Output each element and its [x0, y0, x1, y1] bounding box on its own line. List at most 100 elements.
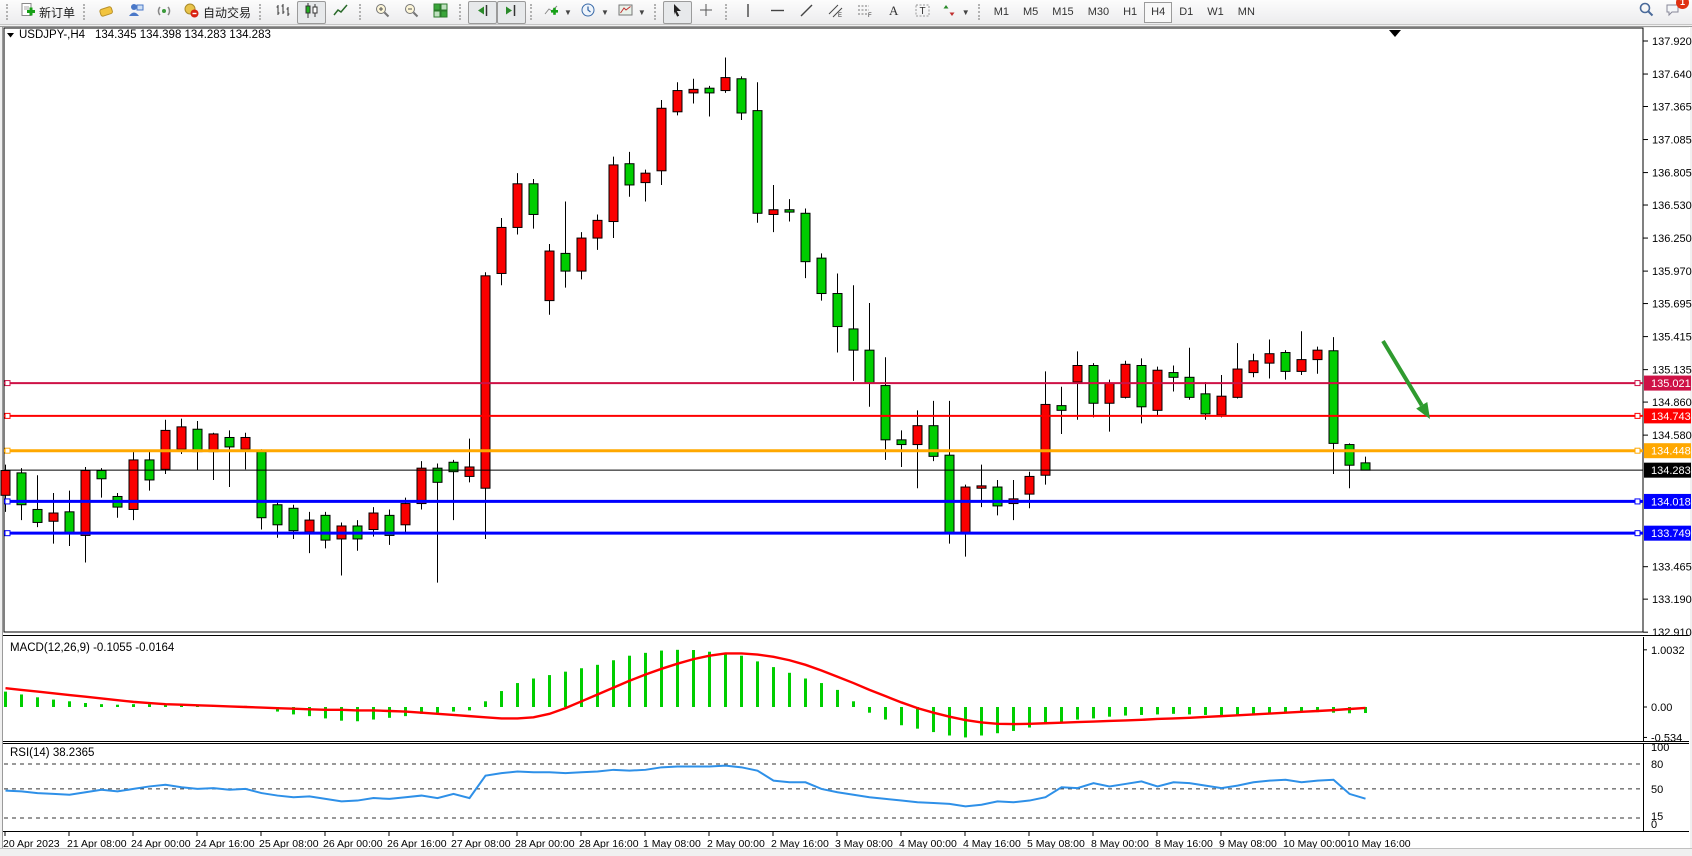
tile-windows-button[interactable]: [426, 1, 455, 24]
price-axis-label: 133.190: [1652, 594, 1692, 606]
macd-histogram-bar: [1268, 707, 1271, 714]
macd-histogram-bar: [436, 707, 439, 713]
line-handle[interactable]: [1634, 380, 1641, 387]
timeframe-m30-button[interactable]: M30: [1087, 6, 1110, 18]
signals-button[interactable]: [150, 1, 179, 24]
templates-button[interactable]: ▼: [613, 1, 650, 24]
chat-button[interactable]: 1: [1665, 0, 1689, 23]
new-order-button[interactable]: 新订单: [15, 1, 79, 24]
search-icon: [1638, 2, 1655, 22]
candle: [368, 512, 379, 531]
macd-histogram-bar: [516, 683, 519, 707]
vertical-line-button[interactable]: [734, 1, 763, 24]
macd-histogram-bar: [660, 650, 663, 707]
equidistant-channel-button[interactable]: E: [821, 1, 850, 24]
chart-shift-button[interactable]: [497, 0, 527, 24]
time-axis-label: 10 May 16:00: [1347, 838, 1411, 850]
line-handle[interactable]: [1634, 412, 1641, 419]
macd-histogram-bar: [484, 701, 487, 707]
timeframe-d1-button[interactable]: D1: [1179, 6, 1194, 18]
periods-button[interactable]: ▼: [576, 1, 613, 24]
macd-histogram-bar: [324, 707, 327, 719]
macd-histogram-bar: [1284, 707, 1287, 713]
candle: [96, 470, 107, 480]
timeframe-m1-button[interactable]: M1: [993, 6, 1009, 18]
arrow-object-head[interactable]: [1416, 401, 1430, 419]
styler-button[interactable]: [92, 1, 121, 24]
macd-histogram-bar: [1108, 707, 1111, 717]
line-chart-button[interactable]: [326, 1, 355, 24]
macd-histogram-bar: [1236, 707, 1239, 715]
candle: [720, 77, 731, 92]
toolbar-grip: [259, 4, 264, 20]
macd-histogram-bar: [372, 707, 375, 720]
candle: [1312, 349, 1323, 361]
macd-histogram-bar: [1252, 707, 1255, 714]
price-line-label-text: 135.021: [1651, 378, 1691, 390]
macd-histogram-bar: [1012, 707, 1015, 731]
macd-histogram-bar: [1060, 707, 1063, 723]
rsi-axis-label: 50: [1651, 784, 1663, 796]
auto-scroll-button[interactable]: [468, 0, 498, 24]
timeframe-m15-button[interactable]: M15: [1052, 6, 1074, 18]
candle: [304, 519, 315, 533]
line-handle[interactable]: [4, 412, 11, 419]
timeframe-mn-button[interactable]: MN: [1237, 6, 1255, 18]
timeframe-m5-button[interactable]: M5: [1023, 6, 1039, 18]
toolbar-grip: [530, 4, 535, 20]
indicators-button[interactable]: ▼: [539, 1, 576, 24]
cursor-button[interactable]: [662, 0, 692, 24]
chart-shift-marker[interactable]: [1389, 30, 1401, 37]
arrow-object-line[interactable]: [1381, 339, 1424, 407]
text-label-button[interactable]: T: [908, 1, 937, 24]
macd-histogram-bar: [116, 704, 119, 707]
candle-chart-button[interactable]: [297, 0, 327, 24]
horizontal-line-button[interactable]: [763, 1, 792, 24]
macd-histogram-bar: [676, 649, 679, 707]
auto-trading-button[interactable]: 自动交易: [179, 1, 255, 24]
macd-histogram-bar: [68, 701, 71, 707]
timeframe-h1-button[interactable]: H1: [1123, 6, 1138, 18]
symbol-dropdown-icon[interactable]: [7, 33, 14, 38]
zoom-out-button[interactable]: [397, 1, 426, 24]
candle: [432, 467, 443, 483]
line-handle[interactable]: [4, 380, 11, 387]
bar-chart-button[interactable]: [268, 1, 297, 24]
crosshair-icon: [698, 2, 715, 22]
fibonacci-button[interactable]: F: [850, 1, 879, 24]
text-button[interactable]: A: [879, 1, 908, 24]
macd-histogram-bar: [772, 667, 775, 707]
zoom-in-icon: [374, 2, 391, 22]
candle: [752, 110, 763, 214]
line-handle[interactable]: [4, 447, 11, 454]
candle: [464, 466, 475, 477]
line-handle[interactable]: [4, 530, 11, 537]
candle: [816, 257, 827, 295]
price-axis-label: 137.920: [1652, 36, 1692, 48]
macd-axis-label: 1.0032: [1651, 645, 1685, 657]
candle: [672, 90, 683, 113]
macd-histogram-bar: [468, 707, 471, 711]
crosshair-button[interactable]: [692, 1, 721, 24]
arrows-button[interactable]: ▼: [937, 1, 974, 24]
market-watch-button[interactable]: [121, 1, 150, 24]
candle: [1040, 403, 1051, 476]
toolbar-grip: [359, 4, 364, 20]
candle: [176, 426, 187, 450]
line-handle[interactable]: [4, 498, 11, 505]
price-axis-label: 135.135: [1652, 365, 1692, 377]
price-line-label-text: 133.749: [1651, 528, 1691, 540]
price-axis-label: 136.530: [1652, 200, 1692, 212]
line-handle[interactable]: [1634, 530, 1641, 537]
timeframe-h4-button[interactable]: H4: [1144, 1, 1173, 23]
trend-line-button[interactable]: [792, 1, 821, 24]
timeframe-w1-button[interactable]: W1: [1207, 6, 1224, 18]
line-handle[interactable]: [1634, 498, 1641, 505]
candle: [896, 439, 907, 446]
dropdown-caret-icon: ▼: [637, 7, 646, 17]
line-handle[interactable]: [1634, 447, 1641, 454]
zoom-in-button[interactable]: [368, 1, 397, 24]
candle: [480, 275, 491, 489]
macd-histogram-bar: [356, 707, 359, 722]
search-button[interactable]: [1638, 1, 1655, 23]
